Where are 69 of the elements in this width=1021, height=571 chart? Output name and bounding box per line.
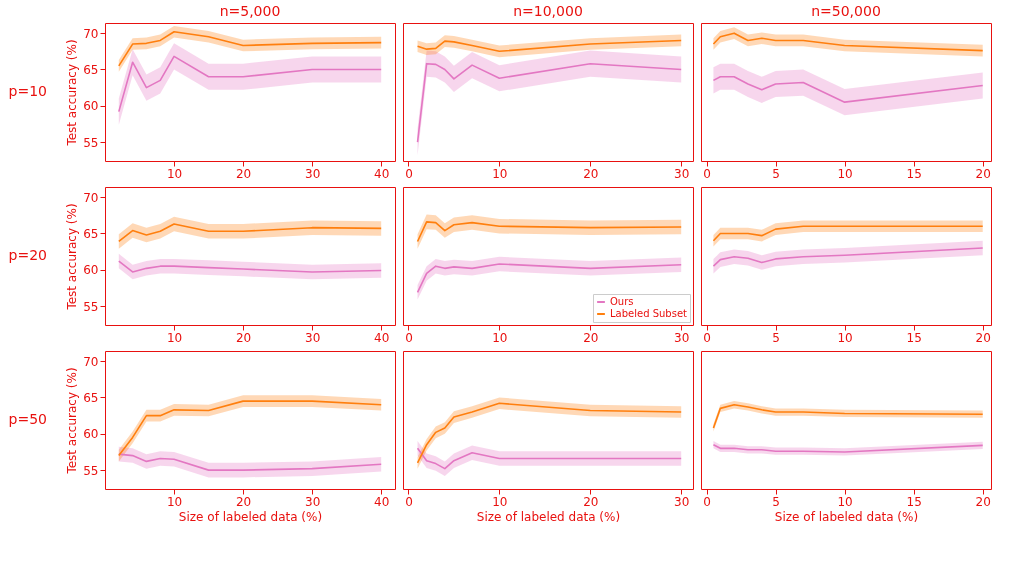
x-tick-label: 0	[703, 330, 711, 345]
chart-title: n=50,000	[811, 3, 881, 19]
x-tick-label: 5	[772, 494, 780, 509]
x-tick-label: 0	[405, 330, 413, 345]
x-tick-label: 30	[674, 330, 690, 345]
x-tick-label: 30	[674, 494, 690, 509]
x-tick-label: 20	[975, 166, 991, 181]
x-tick-label: 15	[906, 330, 922, 345]
line-series	[118, 260, 382, 273]
x-tick-label: 10	[166, 330, 183, 345]
x-tick-label: 10	[837, 166, 853, 181]
x-tick-label: 20	[235, 166, 252, 181]
y-tick-label: 70	[83, 26, 99, 41]
y-tick-label: 70	[83, 190, 99, 205]
y-tick-label: 55	[83, 463, 99, 478]
line-series	[118, 453, 382, 471]
x-tick-label: 20	[583, 166, 599, 181]
x-tick-label: 10	[492, 166, 508, 181]
y-tick-label: 55	[83, 299, 99, 314]
y-axis-title: Test accuracy (%)	[65, 203, 80, 311]
y-tick-label: 55	[83, 135, 99, 150]
x-tick-label: 30	[674, 166, 690, 181]
text: p=10	[8, 83, 47, 99]
x-tick-label: 15	[906, 494, 922, 509]
x-tick-label: 20	[583, 330, 599, 345]
legend-label: Labeled Subset	[610, 308, 688, 319]
x-tick-label: 0	[405, 494, 413, 509]
x-tick-label: 20	[235, 494, 252, 509]
y-tick-label: 60	[83, 427, 99, 442]
x-tick-label: 20	[235, 330, 252, 345]
y-tick-label: 60	[83, 263, 99, 278]
x-tick-label: 40	[374, 494, 390, 509]
x-tick-label: 30	[305, 330, 321, 345]
y-tick-label: 65	[83, 390, 99, 405]
x-axis-title: Size of labeled data (%)	[774, 509, 919, 524]
line-series	[118, 223, 382, 243]
chart-title: n=10,000	[513, 3, 583, 19]
x-tick-label: 40	[374, 330, 390, 345]
x-tick-label: 0	[703, 494, 711, 509]
y-tick-label: 65	[83, 226, 99, 241]
chart-title: n=5,000	[219, 3, 281, 19]
x-tick-label: 20	[583, 494, 599, 509]
x-tick-label: 10	[492, 494, 508, 509]
x-tick-label: 10	[837, 494, 853, 509]
y-tick-label: 65	[83, 62, 99, 77]
x-tick-label: 10	[166, 494, 183, 509]
x-tick-label: 10	[492, 330, 508, 345]
line-series	[118, 55, 382, 113]
x-axis-title: Size of labeled data (%)	[476, 509, 621, 524]
x-tick-label: 10	[837, 330, 853, 345]
x-tick-label: 5	[772, 330, 780, 345]
x-tick-label: 30	[305, 166, 321, 181]
x-tick-label: 5	[772, 166, 780, 181]
y-tick-label: 60	[83, 99, 99, 114]
y-tick-label: 70	[83, 354, 99, 369]
x-tick-label: 15	[906, 166, 922, 181]
text: p=20	[8, 247, 47, 263]
text: p=50	[8, 411, 47, 427]
x-axis-title: Size of labeled data (%)	[178, 509, 323, 524]
x-tick-label: 0	[405, 166, 413, 181]
x-tick-label: 20	[975, 330, 991, 345]
y-axis-title: Test accuracy (%)	[65, 39, 80, 147]
x-tick-label: 0	[703, 166, 711, 181]
x-tick-label: 20	[975, 494, 991, 509]
legend-label: Ours	[610, 296, 634, 307]
x-tick-label: 30	[305, 494, 321, 509]
x-tick-label: 10	[166, 166, 183, 181]
x-tick-label: 40	[374, 166, 390, 181]
y-axis-title: Test accuracy (%)	[65, 367, 80, 475]
